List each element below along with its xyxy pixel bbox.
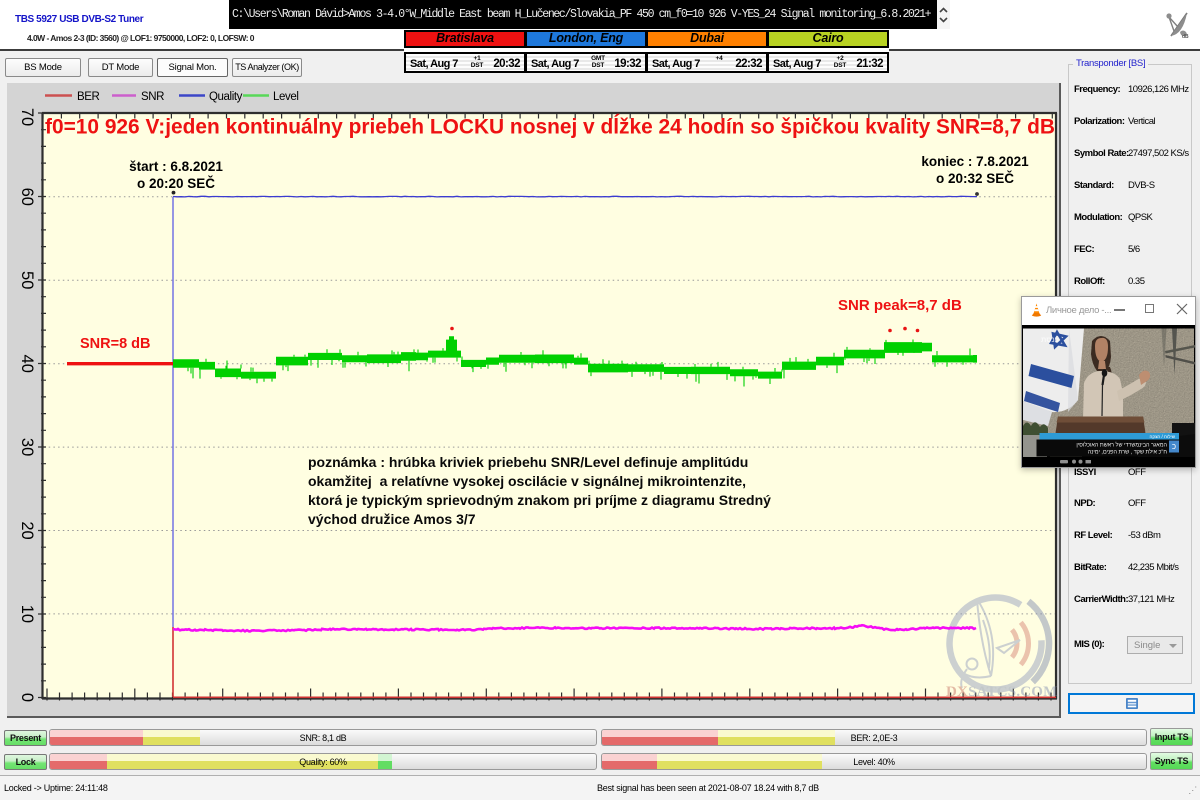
svg-text:o 20:20 SEČ: o 20:20 SEČ <box>137 176 215 191</box>
svg-text:שילוח / הצקה: שילוח / הצקה <box>1149 434 1175 439</box>
svg-text:כ: כ <box>1172 442 1176 451</box>
svg-text:Quality: Quality <box>209 91 243 103</box>
svg-text:SNR=8 dB: SNR=8 dB <box>80 336 151 352</box>
svg-text:okamžitej a relatívne vysokej: okamžitej a relatívne vysokej oscilácie … <box>308 473 746 489</box>
svg-text:כנסת: כנסת <box>1041 335 1059 344</box>
svg-text:המאגר הבינמשרדי של ראשת האוכלו: המאגר הבינמשרדי של ראשת האוכלוסין <box>1076 442 1167 449</box>
svg-text:60: 60 <box>18 188 36 206</box>
svg-text:SNR peak=8,7 dB: SNR peak=8,7 dB <box>838 297 962 314</box>
svg-text:70: 70 <box>18 108 36 126</box>
svg-text:10: 10 <box>18 605 36 623</box>
svg-text:0: 0 <box>18 693 36 702</box>
svg-text:ח"כ אילת שקד , שרת הפנים, ימינ: ח"כ אילת שקד , שרת הפנים, ימינה <box>1088 449 1168 456</box>
svg-text:východ družice Amos 3/7: východ družice Amos 3/7 <box>308 511 476 527</box>
svg-text:40: 40 <box>18 355 36 373</box>
svg-text:dB: dB <box>1182 34 1189 40</box>
svg-text:SNR: SNR <box>141 91 164 103</box>
svg-text:DXSATCS.COM: DXSATCS.COM <box>946 684 1058 700</box>
svg-text:f0=10 926 V:jeden kontinuálny: f0=10 926 V:jeden kontinuálny priebeh LO… <box>45 113 1055 139</box>
svg-text:BER: BER <box>77 91 100 103</box>
svg-text:poznámka : hrúbka kriviek prie: poznámka : hrúbka kriviek priebehu SNR/L… <box>308 454 748 470</box>
svg-text:štart : 6.8.2021: štart : 6.8.2021 <box>129 159 223 174</box>
svg-text:koniec : 7.8.2021: koniec : 7.8.2021 <box>921 154 1029 169</box>
svg-text:o 20:32 SEČ: o 20:32 SEČ <box>936 171 1014 186</box>
svg-text:50: 50 <box>18 271 36 289</box>
svg-text:30: 30 <box>18 438 36 456</box>
svg-text:Level: Level <box>273 91 299 103</box>
svg-text:20: 20 <box>18 521 36 539</box>
svg-text:ktorá je typickým sprievodným: ktorá je typickým sprievodným znakom pri… <box>308 492 771 508</box>
